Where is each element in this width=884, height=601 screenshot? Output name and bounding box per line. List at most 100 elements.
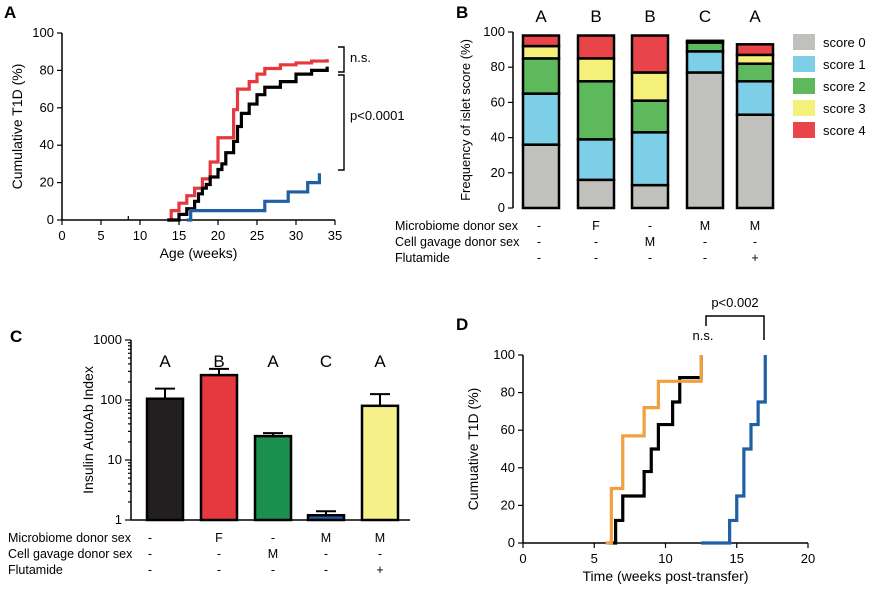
panel-b-stacked-bar-chart: 0 20 40 60 80 100 Frequency of islet score (%)… bbox=[395, 7, 866, 265]
stacked-bar-segment bbox=[735, 62, 775, 83]
panel-a-survival-chart: 0 20 40 60 80 100 0 5 10 15 20 25 30 35 Age (weeks) Cum… bbox=[9, 25, 405, 261]
x-tick-label: 0 bbox=[58, 228, 65, 243]
condition-value: M bbox=[321, 531, 331, 545]
condition-value: - bbox=[753, 235, 757, 249]
y-axis-label: Cumulative T1D (%) bbox=[9, 64, 25, 190]
bar bbox=[253, 434, 293, 522]
y-tick-label: 100 bbox=[32, 25, 54, 40]
stacked-bar-segment bbox=[735, 113, 775, 210]
p-value-annotation: p<0.002 bbox=[711, 295, 758, 310]
y-tick-label: 10 bbox=[108, 452, 122, 467]
condition-value: - bbox=[324, 563, 328, 577]
y-tick-label: 100 bbox=[483, 24, 505, 39]
stacked-bar-segment bbox=[735, 43, 775, 57]
condition-value: - bbox=[537, 219, 541, 233]
series-line-1 bbox=[608, 355, 703, 545]
panel-letter-d: D bbox=[456, 315, 468, 334]
condition-row-label: Microbiome donor sex bbox=[395, 219, 519, 233]
bar bbox=[199, 373, 239, 522]
legend-swatch bbox=[793, 56, 815, 72]
y-tick-label: 40 bbox=[491, 130, 505, 145]
y-tick-label: 60 bbox=[40, 100, 54, 115]
condition-value: + bbox=[751, 251, 758, 265]
y-tick-label: 0 bbox=[498, 200, 505, 215]
y-axis-label: Frequency of islet score (%) bbox=[458, 39, 473, 201]
y-tick-label: 100 bbox=[493, 347, 515, 362]
ns-annotation: n.s. bbox=[350, 50, 371, 65]
group-letter: A bbox=[159, 352, 171, 371]
group-letter: A bbox=[535, 7, 547, 26]
panel-c-log-bar-chart: 1 10 100 1000 Insulin AutoAb Index A B A C A Micro… bbox=[8, 332, 410, 577]
group-letter: B bbox=[213, 352, 224, 371]
group-letter: C bbox=[699, 7, 711, 26]
condition-value: - bbox=[648, 219, 652, 233]
x-tick-label: 15 bbox=[172, 228, 186, 243]
x-tick-label: 10 bbox=[133, 228, 147, 243]
p-bracket bbox=[705, 315, 765, 340]
series-line-2 bbox=[605, 355, 703, 545]
x-tick-label: 10 bbox=[658, 551, 672, 566]
stacked-bar-segment bbox=[630, 183, 670, 210]
y-tick-label: 60 bbox=[501, 422, 515, 437]
condition-value: M bbox=[750, 219, 760, 233]
stacked-bar-segment bbox=[521, 34, 561, 48]
condition-value: - bbox=[378, 547, 382, 561]
x-tick-label: 5 bbox=[97, 228, 104, 243]
x-tick-label: 30 bbox=[289, 228, 303, 243]
stacked-bar-segment bbox=[576, 138, 616, 182]
legend-swatch bbox=[793, 122, 815, 138]
condition-row-label: Flutamide bbox=[8, 563, 63, 577]
y-tick-label: 20 bbox=[491, 165, 505, 180]
x-tick-label: 20 bbox=[211, 228, 225, 243]
bar bbox=[360, 404, 400, 522]
condition-value: - bbox=[594, 235, 598, 249]
y-tick-label: 20 bbox=[40, 175, 54, 190]
condition-row-label: Microbiome donor sex bbox=[8, 531, 132, 545]
stacked-bar-segment bbox=[685, 50, 725, 74]
y-tick-label: 0 bbox=[47, 212, 54, 227]
stacked-bar-segment bbox=[630, 71, 670, 102]
y-tick-label: 0 bbox=[508, 535, 515, 550]
y-axis-label: Cumuative T1D (%) bbox=[465, 388, 481, 511]
legend-label: score 3 bbox=[823, 101, 866, 116]
x-axis-label: Age (weeks) bbox=[160, 245, 238, 261]
panel-letter-a: A bbox=[4, 3, 16, 22]
legend-swatch bbox=[793, 34, 815, 50]
condition-value: - bbox=[324, 547, 328, 561]
stacked-bar-segment bbox=[521, 44, 561, 60]
condition-value: - bbox=[271, 531, 275, 545]
condition-value: - bbox=[148, 547, 152, 561]
y-tick-label: 80 bbox=[501, 385, 515, 400]
group-letter: B bbox=[590, 7, 601, 26]
stacked-bar-segment bbox=[576, 57, 616, 83]
condition-value: + bbox=[376, 563, 383, 577]
stacked-bar-segment bbox=[630, 131, 670, 187]
group-letter: B bbox=[644, 7, 655, 26]
series-line-3 bbox=[701, 355, 767, 545]
condition-value: - bbox=[594, 251, 598, 265]
y-tick-label: 20 bbox=[501, 497, 515, 512]
condition-value: - bbox=[271, 563, 275, 577]
legend-label: score 1 bbox=[823, 57, 866, 72]
x-tick-label: 5 bbox=[591, 551, 598, 566]
condition-value: - bbox=[148, 563, 152, 577]
series-line-1 bbox=[167, 59, 329, 222]
panel-letter-c: C bbox=[10, 327, 22, 346]
y-tick-label: 1 bbox=[115, 512, 122, 527]
condition-value: F bbox=[592, 219, 600, 233]
condition-row-label: Flutamide bbox=[395, 251, 450, 265]
condition-value: - bbox=[537, 251, 541, 265]
y-tick-label: 80 bbox=[491, 59, 505, 74]
stacked-bar-segment bbox=[685, 41, 725, 53]
stacked-bar-segment bbox=[685, 39, 725, 44]
y-tick-label: 40 bbox=[40, 137, 54, 152]
group-letter: A bbox=[749, 7, 761, 26]
legend-swatch bbox=[793, 78, 815, 94]
condition-value: - bbox=[217, 547, 221, 561]
condition-value: - bbox=[217, 563, 221, 577]
group-letter: C bbox=[320, 352, 332, 371]
legend-label: score 2 bbox=[823, 79, 866, 94]
p-value-annotation: p<0.0001 bbox=[350, 108, 405, 123]
condition-value: F bbox=[215, 531, 223, 545]
